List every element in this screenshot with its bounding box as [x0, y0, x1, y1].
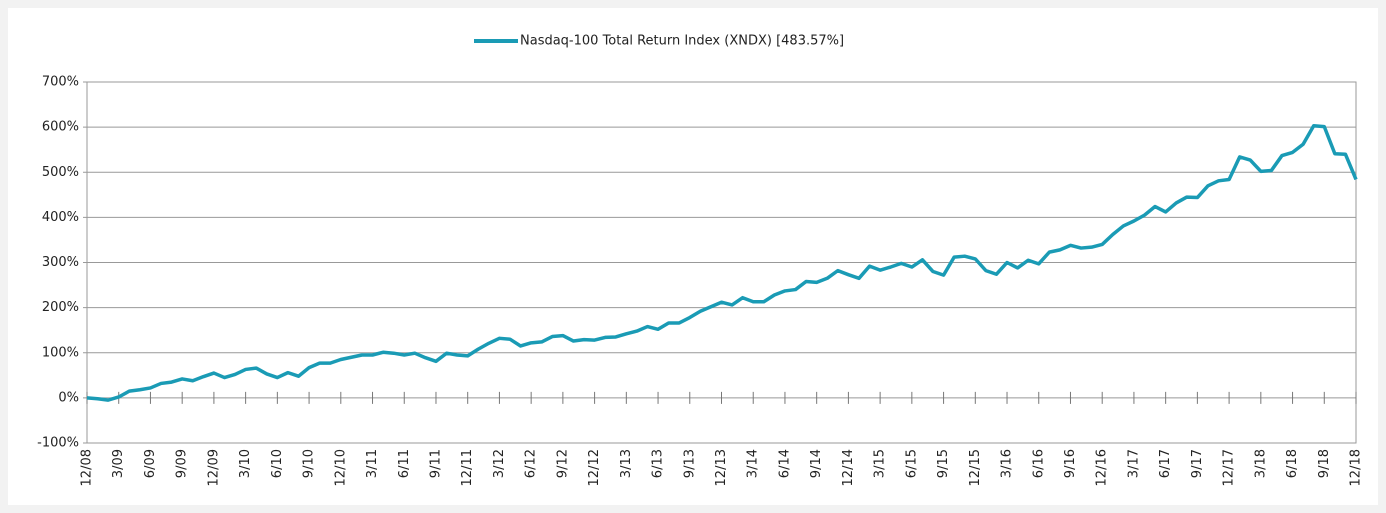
x-tick-label: 6/11 — [397, 449, 412, 478]
x-tick-label: 9/10 — [302, 449, 317, 478]
x-tick-label: 9/16 — [1063, 449, 1078, 478]
x-tick-label: 9/18 — [1317, 449, 1332, 478]
x-tick-label: 3/15 — [873, 449, 888, 478]
x-tick-label: 12/11 — [460, 449, 475, 486]
x-tick-label: 9/14 — [809, 449, 824, 478]
x-tick-label: 12/14 — [841, 449, 856, 486]
x-tick-label: 3/10 — [238, 449, 253, 478]
x-tick-label: 6/15 — [904, 449, 919, 478]
y-tick-label: 200% — [42, 300, 79, 315]
x-tick-label: 12/08 — [80, 449, 95, 486]
y-tick-label: -100% — [37, 436, 79, 451]
x-tick-label: 9/15 — [936, 449, 951, 478]
x-tick-label: 6/12 — [524, 449, 539, 478]
x-tick-label: 6/14 — [777, 449, 792, 478]
x-tick-label: 12/16 — [1095, 449, 1110, 486]
x-tick-label: 12/12 — [587, 449, 602, 486]
x-tick-label: 6/10 — [270, 449, 285, 478]
x-tick-label: 9/11 — [428, 449, 443, 478]
x-tick-label: 3/11 — [365, 449, 380, 478]
x-tick-label: 9/13 — [682, 449, 697, 478]
y-tick-label: 400% — [42, 210, 79, 225]
y-tick-label: 300% — [42, 255, 79, 270]
x-tick-label: 12/09 — [206, 449, 221, 486]
y-tick-label: 0% — [58, 390, 79, 405]
x-tick-label: 3/14 — [746, 449, 761, 478]
line — [86, 124, 1358, 402]
y-tick-label: 700% — [42, 75, 79, 90]
x-tick-label: 12/13 — [714, 449, 729, 486]
x-tick-label: 12/17 — [1222, 449, 1237, 486]
x-tick-label: 3/09 — [111, 449, 126, 478]
x-tick-label: 12/10 — [333, 449, 348, 486]
x-tick-label: 3/17 — [1126, 449, 1141, 478]
x-tick-label: 6/16 — [1031, 449, 1046, 478]
x-tick-label: 9/12 — [555, 449, 570, 478]
y-tick-label: 500% — [42, 165, 79, 180]
x-tick-label: 12/15 — [968, 449, 983, 486]
x-tick-label: 6/18 — [1285, 449, 1300, 478]
x-tick-label: 12/18 — [1349, 449, 1364, 486]
y-tick-label: 100% — [42, 345, 79, 360]
x-tick-label: 3/16 — [1000, 449, 1015, 478]
x-tick-label: 9/17 — [1190, 449, 1205, 478]
y-tick-label: 600% — [42, 120, 79, 135]
legend-label: Nasdaq-100 Total Return Index (XNDX) [48… — [520, 34, 844, 49]
x-tick-label: 6/17 — [1158, 449, 1173, 478]
x-tick-label: 3/18 — [1253, 449, 1268, 478]
x-tick-label: 3/13 — [619, 449, 634, 478]
x-tick-label: 6/13 — [651, 449, 666, 478]
plot-frame — [86, 81, 1357, 444]
x-tick-label: 6/09 — [143, 449, 158, 478]
x-tick-label: 3/12 — [492, 449, 507, 478]
chart-background — [8, 8, 1378, 505]
x-tick-label: 9/09 — [175, 449, 190, 478]
